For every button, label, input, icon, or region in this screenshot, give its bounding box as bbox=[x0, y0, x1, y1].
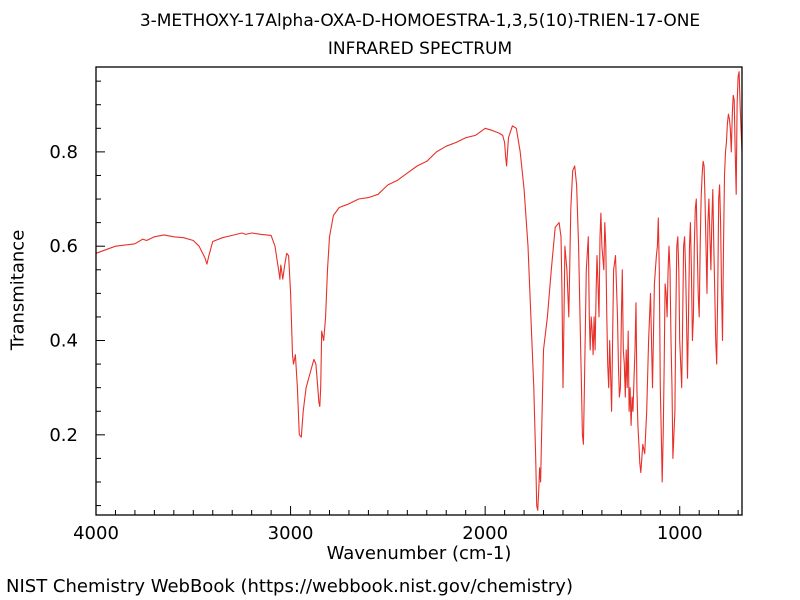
y-tick-label: 0.8 bbox=[49, 142, 78, 163]
x-tick-label: 3000 bbox=[268, 523, 314, 544]
chart-subtitle: INFRARED SPECTRUM bbox=[327, 39, 513, 59]
x-tick-label: 4000 bbox=[73, 523, 119, 544]
spectrum-line bbox=[95, 71, 743, 511]
x-axis-label: Wavenumber (cm-1) bbox=[326, 543, 512, 564]
y-tick-label: 0.6 bbox=[49, 236, 78, 257]
x-tick-label: 1000 bbox=[657, 523, 703, 544]
plot-frame bbox=[95, 66, 743, 516]
tick-labels: 4000 3000 2000 1000 0.2 0.4 0.6 0.8 bbox=[49, 142, 702, 544]
source-credit: NIST Chemistry WebBook (https://webbook.… bbox=[6, 576, 573, 597]
chart-title: 3-METHOXY-17Alpha-OXA-D-HOMOESTRA-1,3,5(… bbox=[139, 11, 701, 31]
y-tick-label: 0.4 bbox=[49, 331, 78, 352]
tick-marks bbox=[95, 80, 739, 515]
y-axis-label: Transmitance bbox=[7, 229, 29, 351]
y-tick-label: 0.2 bbox=[49, 425, 78, 446]
x-tick-label: 2000 bbox=[462, 523, 508, 544]
